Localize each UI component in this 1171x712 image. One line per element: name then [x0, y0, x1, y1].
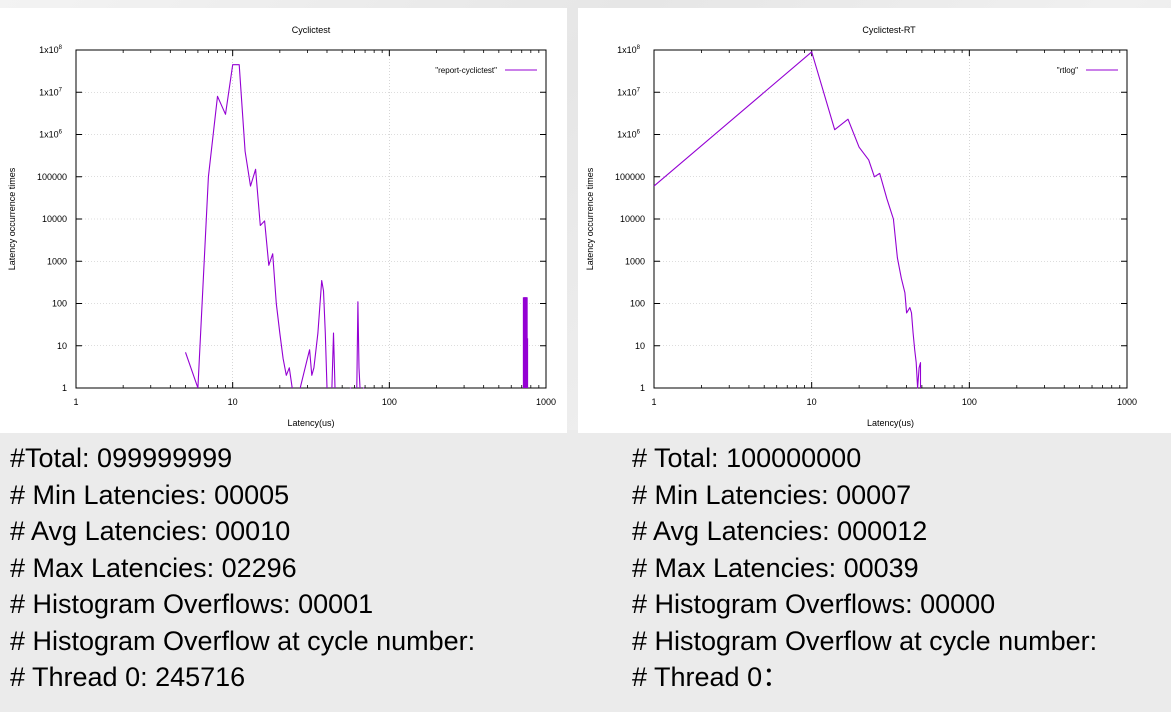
x-tick-label: 10: [807, 397, 817, 407]
chart-panel-cyclictest-rt: Cyclictest-RT 1 10 100 1000 1 10 100 1000 10000 10…: [578, 8, 1171, 433]
x-tick-label: 1: [73, 397, 78, 407]
legend-label: "report-cyclictest": [435, 66, 497, 75]
stat-min-latencies: # Min Latencies: 00005: [10, 479, 290, 510]
y-tick-label: 1x108: [617, 45, 641, 55]
y-tick-label: 10: [635, 341, 645, 351]
stat-max-latencies: # Max Latencies: 02296: [10, 552, 297, 583]
y-tick-label: 1x106: [39, 130, 63, 140]
y-tick-label: 1x106: [617, 130, 641, 140]
stat-thread-0: # Thread 0：: [632, 662, 790, 692]
y-tick-label: 1x108: [39, 45, 63, 55]
stat-avg-latencies: # Avg Latencies: 00010: [10, 516, 291, 546]
series-line: [331, 332, 336, 389]
stat-max-latencies: # Max Latencies: 00039: [632, 552, 919, 583]
chart-title: Cyclictest: [292, 25, 331, 35]
series-line: [299, 279, 328, 389]
x-tick-label: 1000: [536, 397, 556, 407]
series-line: [197, 64, 293, 389]
y-tick-label: 1x107: [39, 87, 63, 97]
chart-cyclictest: Cyclictest 1 10 100 1000 1 10 100 1000 10000 10000…: [7, 25, 556, 428]
y-tick-label: 10000: [42, 214, 67, 224]
stat-total: # Total: 100000000: [632, 443, 862, 473]
y-tick-label: 100: [630, 299, 645, 309]
stat-avg-latencies: # Avg Latencies: 000012: [632, 516, 928, 546]
legend-label: "rtlog": [1057, 66, 1078, 75]
y-tick-label: 1: [62, 383, 67, 393]
series-line: [356, 301, 361, 389]
x-tick-label: 10: [228, 397, 238, 407]
y-tick-label: 1: [640, 383, 645, 393]
x-axis-label: Latency(us): [867, 418, 914, 428]
y-tick-label: 100000: [37, 172, 67, 182]
stat-overflow-cycle-heading: # Histogram Overflow at cycle number:: [632, 625, 1098, 656]
chart-panel-cyclictest: Cyclictest 1 10 100 1000 1 10 100 1000 10000 10000…: [0, 8, 567, 433]
x-tick-label: 1000: [1117, 397, 1137, 407]
x-tick-label: 1: [651, 397, 656, 407]
stat-total: #Total: 099999999: [10, 443, 233, 473]
x-tick-label: 100: [962, 397, 977, 407]
y-tick-label: 1000: [625, 256, 645, 266]
stat-min-latencies: # Min Latencies: 00007: [632, 479, 912, 510]
y-tick-label: 10: [57, 341, 67, 351]
y-tick-label: 100: [52, 299, 67, 309]
stats-cyclictest-rt: # Total: 100000000 # Min Latencies: 0000…: [632, 440, 1097, 696]
stat-thread-0: # Thread 0: 245716: [10, 662, 246, 692]
x-axis-label: Latency(us): [287, 418, 334, 428]
series-line: [184, 352, 199, 389]
chart-cyclictest-rt: Cyclictest-RT 1 10 100 1000 1 10 100 1000 10000 10…: [585, 25, 1137, 428]
series-line: [653, 51, 922, 389]
y-tick-label: 1000: [47, 256, 67, 266]
stat-histogram-overflows: # Histogram Overflows: 00000: [632, 589, 996, 619]
y-tick-label: 1x107: [617, 87, 641, 97]
stats-cyclictest: #Total: 099999999 # Min Latencies: 00005…: [10, 440, 475, 696]
y-axis-label: Latency occurrence times: [585, 167, 595, 270]
x-tick-label: 100: [382, 397, 397, 407]
stat-overflow-cycle-heading: # Histogram Overflow at cycle number:: [10, 625, 476, 656]
y-axis-label: Latency occurrence times: [7, 167, 17, 270]
y-tick-label: 100000: [615, 172, 645, 182]
stat-histogram-overflows: # Histogram Overflows: 00001: [10, 589, 374, 619]
chart-title: Cyclictest-RT: [862, 25, 916, 35]
y-tick-label: 10000: [620, 214, 645, 224]
